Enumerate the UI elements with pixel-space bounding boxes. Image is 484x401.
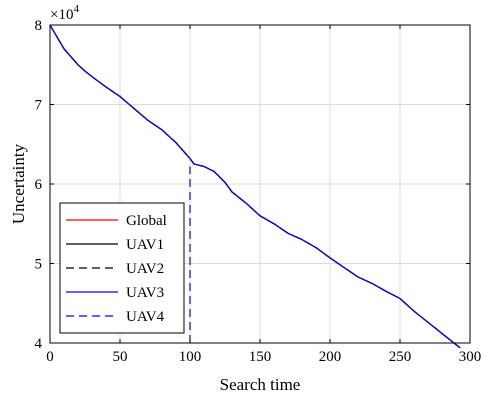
x-axis-title: Search time — [220, 375, 301, 394]
y-exponent-base: ×10 — [50, 7, 73, 23]
series-layer — [49, 24, 461, 349]
legend: Global UAV1 UAV2 UAV3 UAV4 — [59, 202, 185, 334]
legend-label-uav2: UAV2 — [126, 261, 164, 277]
x-tick-label-3: 150 — [249, 349, 272, 365]
legend-label-global: Global — [126, 213, 167, 229]
y-axis-title: Uncertainty — [9, 143, 28, 224]
axis-ticks — [49, 24, 471, 344]
y-tick-label-3: 7 — [35, 98, 43, 114]
y-exponent-label: ×104 — [50, 3, 79, 23]
x-tick-label-4: 200 — [319, 349, 342, 365]
series-line-uav3 — [49, 24, 461, 349]
x-tick-label-6: 300 — [459, 349, 482, 365]
y-tick-label-0: 4 — [35, 336, 43, 352]
y-tick-label-2: 6 — [35, 177, 43, 193]
x-tick-label-2: 100 — [179, 349, 202, 365]
x-tick-label-5: 250 — [389, 349, 412, 365]
legend-label-uav3: UAV3 — [126, 285, 164, 301]
y-tick-label-4: 8 — [35, 18, 43, 34]
y-tick-label-1: 5 — [35, 257, 43, 273]
x-tick-label-0: 0 — [46, 349, 54, 365]
y-exponent-power: 4 — [73, 3, 79, 15]
x-tick-label-1: 50 — [113, 349, 128, 365]
legend-label-uav4: UAV4 — [126, 309, 165, 325]
legend-label-uav1: UAV1 — [126, 237, 164, 253]
tick-labels: 0 50 100 150 200 250 300 4 5 6 7 8 — [35, 18, 482, 365]
